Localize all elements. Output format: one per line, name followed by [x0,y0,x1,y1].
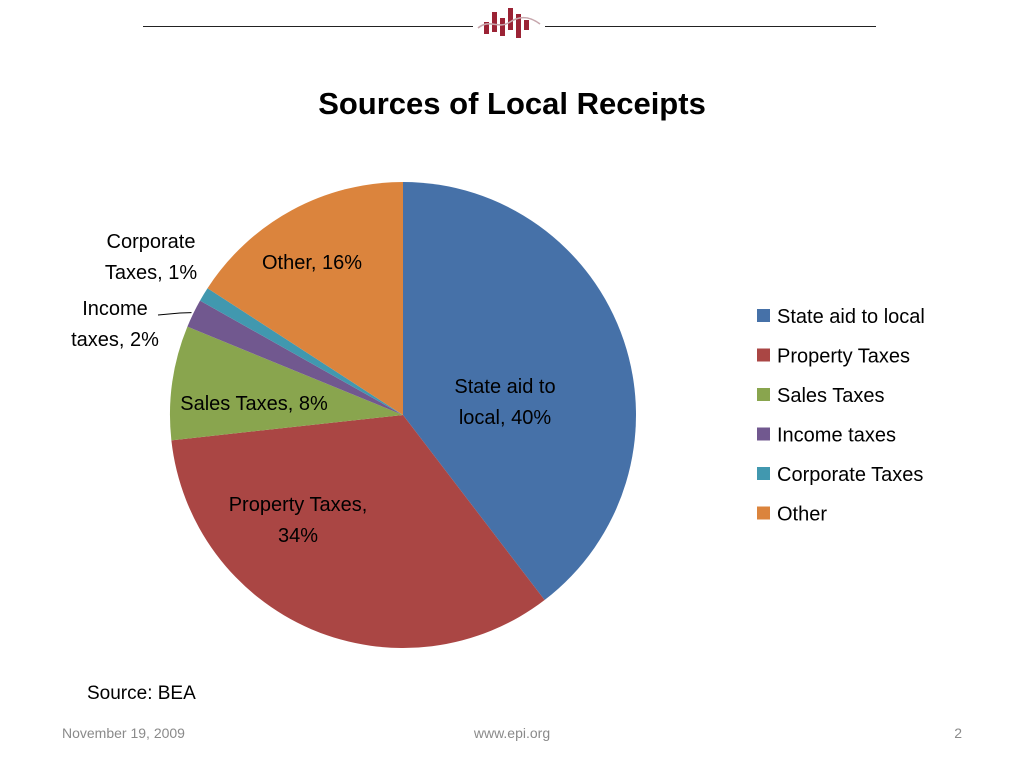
pie-slices [169,182,636,648]
data-label-state-aid-to-local: State aid to local, 40% [454,376,555,429]
pie-slice-sales-taxes [169,326,403,441]
footer-url: www.epi.org [473,725,551,741]
legend-swatch-income-taxes [757,427,770,441]
legend-swatch-other [757,506,770,520]
data-label-corporate-taxes: Corporate Taxes, 1% [105,231,197,284]
data-label-sales-taxes: Sales Taxes, 8% [180,393,328,415]
footer-date: November 19, 2009 [62,725,185,741]
legend-swatch-corporate-taxes [757,467,770,480]
data-label-income-taxes: Income taxes, 2% [71,298,159,351]
pie-slice-state-aid-to-local [403,182,636,601]
epi-logo-icon [477,8,541,38]
data-label-other: Other, 16% [262,252,362,274]
pie-slice-property-taxes [171,415,545,648]
legend-swatch-state-aid-to-local [757,309,770,322]
pie-slice-corporate-taxes [200,288,403,415]
legend-label-state-aid-to-local: State aid to local [777,306,925,328]
legend-label-sales-taxes: Sales Taxes [777,385,884,407]
page-number: 2 [954,725,962,741]
legend-swatch-sales-taxes [757,388,770,401]
legend-label-corporate-taxes: Corporate Taxes [777,464,923,486]
legend-swatch-property-taxes [757,348,770,362]
legend-label-property-taxes: Property Taxes [777,346,910,368]
chart-title: Sources of Local Receipts [318,86,706,121]
chart-legend: State aid to local Property Taxes Sales Ta… [757,306,925,526]
legend-label-other: Other [777,504,827,526]
data-label-property-taxes: Property Taxes, 34% [229,494,368,547]
header-rule-left [143,26,473,27]
source-note: Source: BEA [87,683,196,704]
pie-slice-income-taxes [187,300,403,415]
leader-line-income-taxes [157,312,192,316]
legend-label-income-taxes: Income taxes [777,425,896,447]
pie-slice-other [207,182,403,415]
header-rule-right [545,26,876,27]
data-labels: State aid to local, 40% Property Taxes, 34%… [71,231,556,547]
